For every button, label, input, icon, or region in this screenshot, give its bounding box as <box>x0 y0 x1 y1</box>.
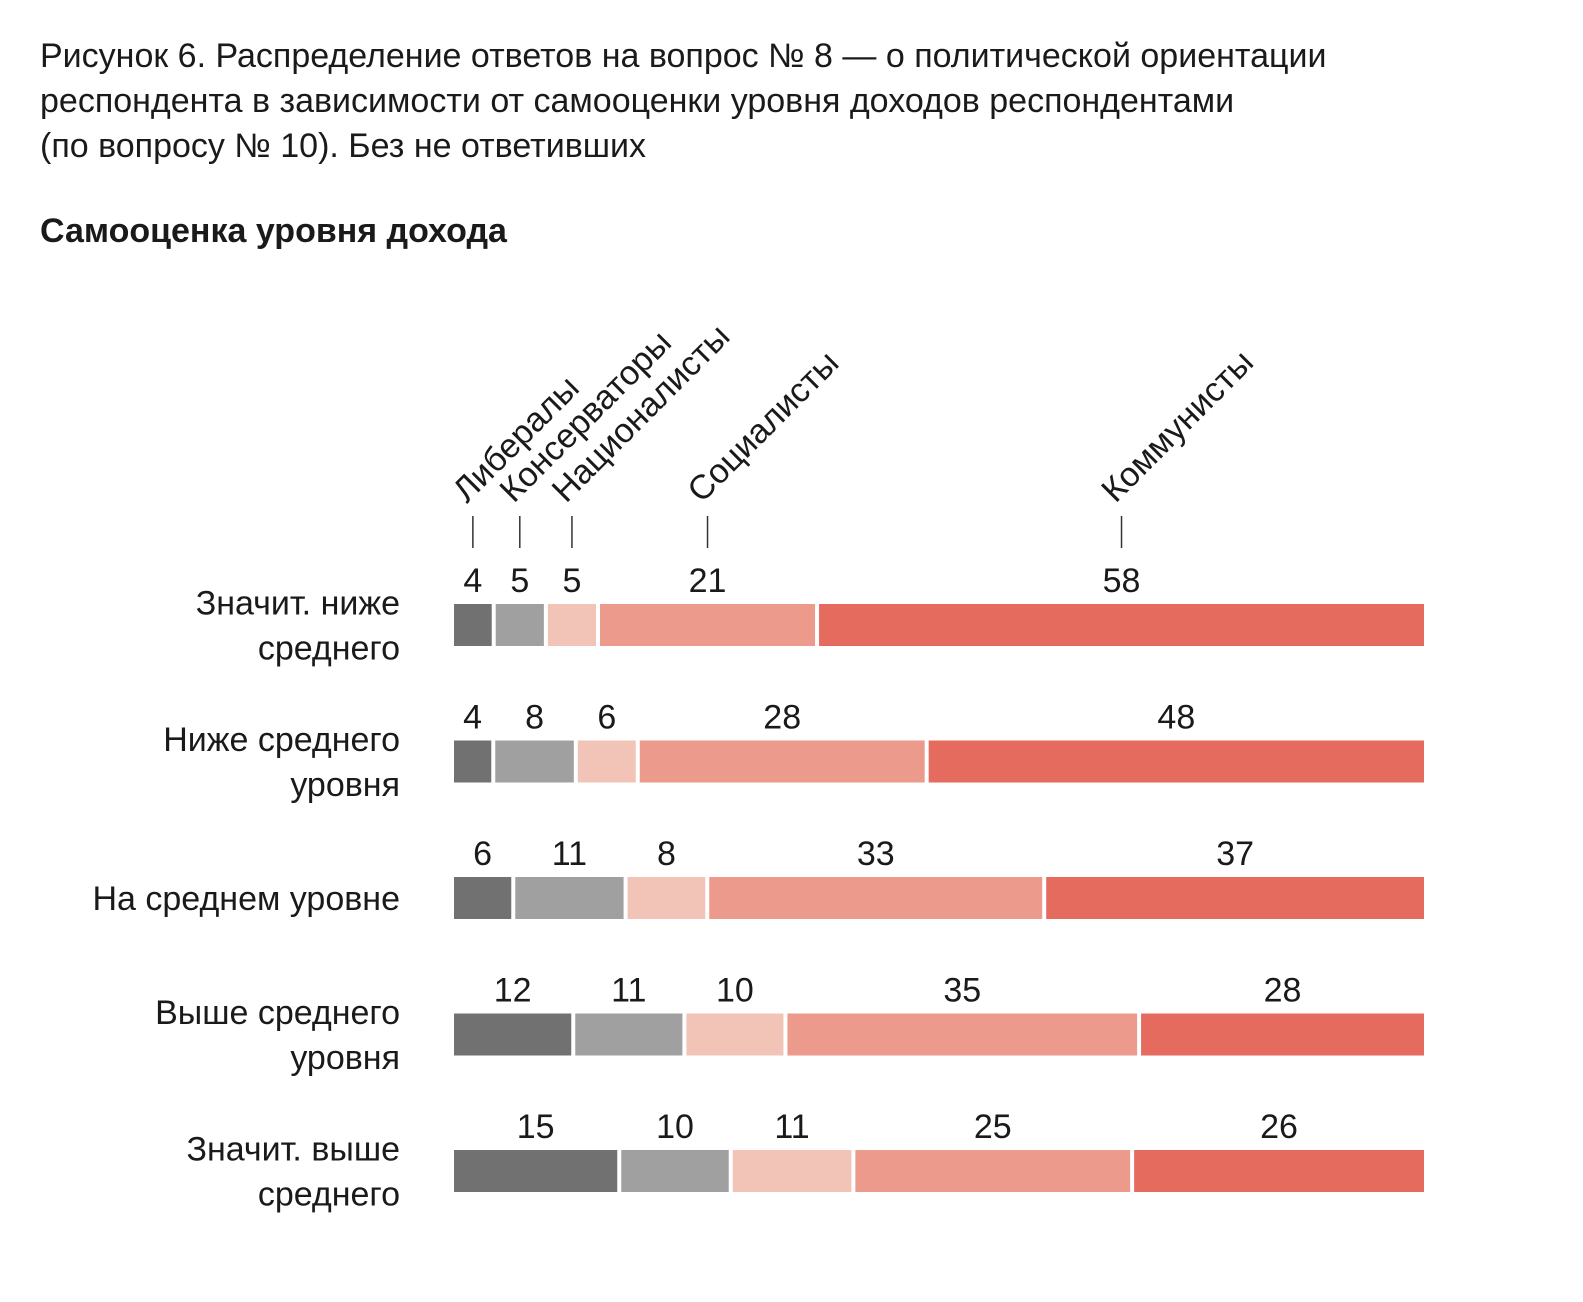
category-label: Ниже среднего <box>163 721 400 759</box>
data-label: 10 <box>656 1108 694 1146</box>
data-label: 6 <box>473 835 492 873</box>
bar-segment <box>1141 1013 1424 1056</box>
data-label: 37 <box>1216 835 1254 873</box>
data-label: 35 <box>943 972 981 1010</box>
category-label: На среднем уровне <box>92 880 400 918</box>
data-label: 26 <box>1260 1108 1298 1146</box>
bar-segment <box>454 1013 572 1056</box>
bar-segment <box>787 1013 1138 1056</box>
bar-segment <box>621 1150 729 1192</box>
data-label: 8 <box>525 699 544 737</box>
data-label: 28 <box>763 699 801 737</box>
bar-segment <box>1046 877 1424 919</box>
data-label: 48 <box>1157 699 1195 737</box>
bar-segment <box>639 740 925 783</box>
bar-segment <box>577 740 636 783</box>
bar-segment <box>575 1013 683 1056</box>
bar-segment <box>454 740 492 783</box>
data-label: 4 <box>463 562 482 600</box>
series-name-label: Коммунисты <box>1094 343 1261 510</box>
bar-segment <box>515 877 624 919</box>
data-label: 33 <box>857 835 895 873</box>
bar-segment <box>627 877 706 919</box>
bar-segment <box>600 604 816 646</box>
bar-segment <box>686 1013 784 1056</box>
category-label: уровня <box>290 1039 400 1077</box>
data-label: 6 <box>597 699 616 737</box>
data-label: 28 <box>1264 972 1302 1010</box>
category-label: Значит. ниже <box>196 585 400 623</box>
chart-title: Самооценка уровня дохода <box>40 212 507 250</box>
bar-segment <box>454 604 492 646</box>
bar-segment <box>547 604 597 646</box>
data-label: 5 <box>562 562 581 600</box>
category-label: среднего <box>258 630 400 668</box>
caption-line-1: Рисунок 6. Распределение ответов на вопр… <box>40 37 1327 75</box>
bar-segment <box>454 877 512 919</box>
data-label: 11 <box>774 1108 809 1146</box>
bar-segment <box>1134 1150 1424 1192</box>
data-label: 5 <box>510 562 529 600</box>
data-label: 25 <box>974 1108 1012 1146</box>
data-label: 58 <box>1103 562 1141 600</box>
data-label: 4 <box>463 699 482 737</box>
bar-segment <box>819 604 1424 646</box>
bar-segment <box>495 604 544 646</box>
caption-line-3: (по вопросу № 10). Без не ответивших <box>40 127 647 165</box>
category-label: Значит. выше <box>186 1131 400 1169</box>
figure-caption: Рисунок 6. Распределение ответов на вопр… <box>40 34 1520 169</box>
category-label: уровня <box>290 766 400 804</box>
data-label: 8 <box>657 835 676 873</box>
data-label: 10 <box>716 972 754 1010</box>
data-label: 11 <box>552 835 587 873</box>
caption-line-2: респондента в зависимости от самооценки … <box>40 82 1235 120</box>
data-label: 11 <box>611 972 646 1010</box>
data-label: 15 <box>517 1108 555 1146</box>
bar-segment <box>709 877 1043 919</box>
bar-segment <box>454 1150 618 1192</box>
bar-segment <box>732 1150 852 1192</box>
bar-segment <box>928 740 1424 783</box>
bar-segment <box>855 1150 1131 1192</box>
category-label: среднего <box>258 1176 400 1214</box>
data-label: 12 <box>494 972 532 1010</box>
data-label: 21 <box>689 562 727 600</box>
category-label: Выше среднего <box>155 994 400 1032</box>
bar-segment <box>495 740 574 783</box>
